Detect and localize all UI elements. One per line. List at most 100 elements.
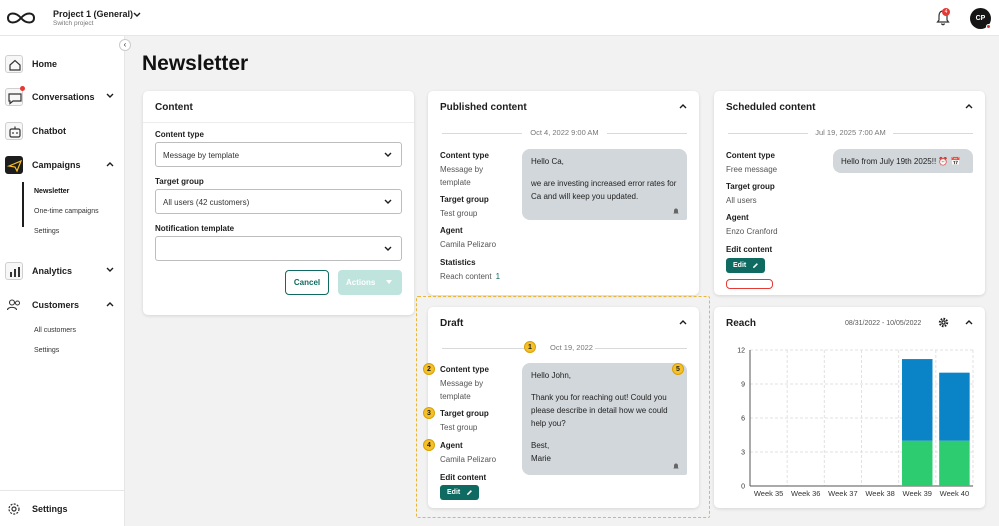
chevron-down-icon[interactable] xyxy=(106,93,114,99)
bell-icon xyxy=(673,208,679,214)
content-type-value: Message by template xyxy=(440,165,484,187)
message-text: Thank you for reaching out! Could you pl… xyxy=(531,393,668,428)
edit-label: Edit xyxy=(733,262,747,269)
draft-card: Draft Oct 19, 2022 Content type Message … xyxy=(428,307,699,508)
message-text: we are investing increased error rates f… xyxy=(531,179,677,201)
chevron-down-icon xyxy=(384,246,392,251)
content-type-select[interactable]: Message by template xyxy=(155,142,402,167)
chevron-up-icon[interactable] xyxy=(106,301,114,307)
sidebar-item-customers[interactable]: Customers xyxy=(0,294,124,318)
active-indicator xyxy=(22,182,24,227)
sidebar-item-label: Home xyxy=(32,59,58,69)
annotation-marker-4: 4 xyxy=(423,439,435,451)
agent-label: Agent xyxy=(440,226,463,235)
draft-date: Oct 19, 2022 xyxy=(550,343,593,352)
caret-down-icon xyxy=(386,280,392,284)
gear-icon xyxy=(5,500,23,518)
annotation-marker-2: 2 xyxy=(423,363,435,375)
sidebar-item-settings[interactable]: Settings xyxy=(0,498,124,522)
reach-count-link[interactable]: 1 xyxy=(495,272,501,281)
message-bubble: Hello Ca, we are investing increased err… xyxy=(522,149,687,220)
bar-segment-series-2 xyxy=(939,372,970,441)
sidebar-collapse-button[interactable]: ‹ xyxy=(119,39,131,51)
date-separator: Oct 19, 2022 xyxy=(442,343,687,353)
select-value: All users (42 customers) xyxy=(163,198,250,207)
sidebar-item-chatbot[interactable]: Chatbot xyxy=(0,120,124,144)
chevron-down-icon xyxy=(384,199,392,204)
y-tick-label: 9 xyxy=(741,382,745,389)
x-tick-label: Week 35 xyxy=(754,489,783,498)
sidebar-item-analytics[interactable]: Analytics xyxy=(0,260,124,284)
edit-content-label: Edit content xyxy=(726,245,773,254)
draft-highlight-outline xyxy=(416,296,710,518)
sidebar-item-label: Conversations xyxy=(32,92,95,102)
sidebar-subitem-one-time-campaigns[interactable]: One-time campaigns xyxy=(34,208,99,215)
notification-template-select[interactable] xyxy=(155,236,402,261)
bar-segment-series-2 xyxy=(902,359,933,441)
sidebar-item-home[interactable]: Home xyxy=(0,53,124,77)
sidebar-subitem-campaign-settings[interactable]: Settings xyxy=(34,228,60,235)
actions-label: Actions xyxy=(346,278,376,287)
x-tick-label: Week 36 xyxy=(791,489,820,498)
message-bubble: Hello John, Thank you for reaching out! … xyxy=(522,363,687,475)
sidebar-subitem-customer-settings[interactable]: Settings xyxy=(34,347,60,354)
bar-segment-series-1 xyxy=(939,440,970,486)
edit-button[interactable]: Edit xyxy=(726,258,765,273)
x-tick-label: Week 40 xyxy=(940,489,969,498)
sidebar-item-label: Campaigns xyxy=(32,160,81,170)
app-logo-icon[interactable] xyxy=(5,9,37,27)
scheduled-content-card: Scheduled content Jul 19, 2025 7:00 AM C… xyxy=(714,91,985,295)
agent-value: Camila Pelizaro xyxy=(440,455,497,464)
date-range[interactable]: 08/31/2022 - 10/05/2022 xyxy=(845,320,922,327)
published-date: Oct 4, 2022 9:00 AM xyxy=(530,128,599,137)
chat-bubble-icon xyxy=(5,88,23,106)
gear-icon[interactable] xyxy=(938,317,949,328)
sidebar-subitem-newsletter[interactable]: Newsletter xyxy=(34,188,70,195)
chevron-up-icon[interactable] xyxy=(965,103,973,109)
actions-button[interactable]: Actions xyxy=(338,270,402,295)
reach-card: Reach 08/31/2022 - 10/05/2022 0 3 6 9 12 Week… xyxy=(714,307,985,508)
notification-badge: 4 xyxy=(942,8,950,16)
edit-button[interactable]: Edit xyxy=(440,485,479,500)
sidebar: Home Conversations Chatbot Campaigns New… xyxy=(0,36,125,526)
sidebar-item-conversations[interactable]: Conversations xyxy=(0,86,124,110)
chevron-down-icon[interactable] xyxy=(133,12,141,18)
date-separator: Oct 4, 2022 9:00 AM xyxy=(442,128,687,138)
select-value: Message by template xyxy=(163,151,240,160)
sidebar-item-campaigns[interactable]: Campaigns xyxy=(0,154,124,178)
reach-statistic: Reach content 1 xyxy=(440,270,500,283)
message-text: Marie xyxy=(531,454,552,463)
date-separator: Jul 19, 2025 7:00 AM xyxy=(728,128,973,138)
target-group-select[interactable]: All users (42 customers) xyxy=(155,189,402,214)
chevron-up-icon[interactable] xyxy=(106,161,114,167)
target-group-value: All users xyxy=(726,196,757,205)
delete-button[interactable] xyxy=(726,279,773,289)
x-tick-label: Week 37 xyxy=(828,489,857,498)
sidebar-item-label: Analytics xyxy=(32,266,73,276)
content-type-label: Content type xyxy=(726,151,775,160)
x-tick-label: Week 38 xyxy=(865,489,894,498)
sidebar-item-label: Chatbot xyxy=(32,126,66,136)
sidebar-subitem-all-customers[interactable]: All customers xyxy=(34,327,77,334)
pencil-icon xyxy=(467,490,472,495)
chevron-up-icon[interactable] xyxy=(679,319,687,325)
content-type-value: Free message xyxy=(726,165,778,174)
target-group-label: Target group xyxy=(440,409,489,418)
sidebar-divider xyxy=(0,490,124,491)
project-title[interactable]: Project 1 (General) xyxy=(53,9,134,19)
cancel-button[interactable]: Cancel xyxy=(285,270,329,295)
card-title: Content xyxy=(155,102,193,113)
agent-label: Agent xyxy=(440,441,463,450)
robot-icon xyxy=(5,122,23,140)
y-tick-label: 0 xyxy=(741,484,745,491)
content-type-label: Content type xyxy=(155,130,204,139)
separator-line xyxy=(442,133,522,134)
page-title: Newsletter xyxy=(142,52,249,75)
project-subtitle[interactable]: Switch project xyxy=(53,20,94,27)
sidebar-item-label: Customers xyxy=(32,300,80,310)
chevron-down-icon[interactable] xyxy=(106,267,114,273)
annotation-marker-1: 1 xyxy=(524,341,536,353)
chevron-up-icon[interactable] xyxy=(679,103,687,109)
chevron-up-icon[interactable] xyxy=(965,319,973,325)
user-avatar[interactable]: CP xyxy=(970,8,991,29)
